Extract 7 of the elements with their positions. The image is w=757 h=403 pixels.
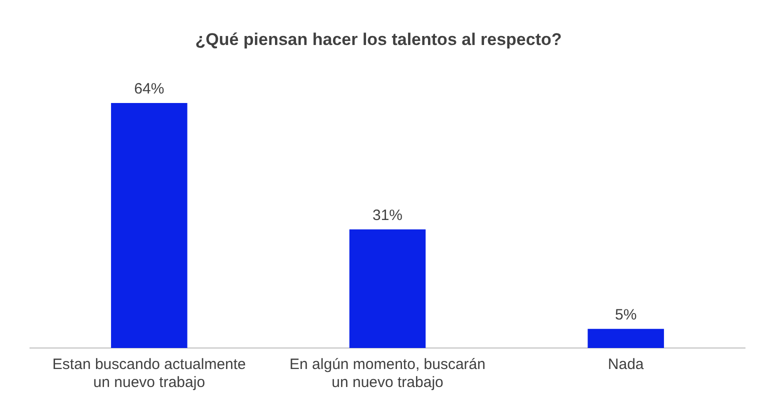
x-tick-label: Estan buscando actualmente un nuevo trabajo <box>52 356 246 392</box>
chart-title: ¿Qué piensan hacer los talentos al respecto? <box>194 30 563 50</box>
x-tick-label: Nada <box>608 356 644 374</box>
data-label: 64% <box>134 80 164 98</box>
data-label: 5% <box>614 306 637 324</box>
data-label: 31% <box>372 206 403 224</box>
x-tick-label: En algún momento, buscarán un nuevo trabajo <box>290 356 486 392</box>
